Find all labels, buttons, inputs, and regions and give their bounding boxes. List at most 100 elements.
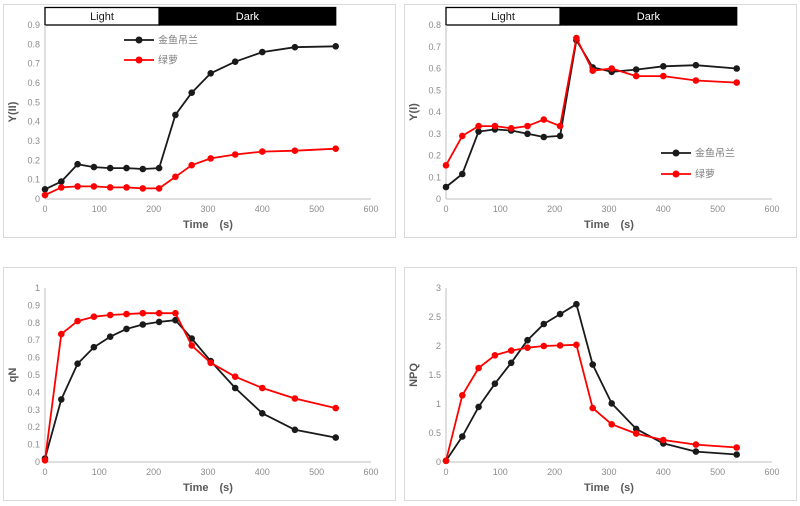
- y-tick-label: 0.3: [27, 136, 40, 146]
- dark-phase-bar: [158, 6, 337, 26]
- legend-item: 金鱼吊兰: [124, 34, 198, 47]
- data-point: [524, 130, 531, 138]
- data-point: [692, 77, 700, 84]
- chart-panel-yi: Light Dark 0 0.1 0.2 0.3 0.4 0.5 0.6 0.7 0.8 0 100 20…: [404, 4, 797, 238]
- data-point: [332, 145, 340, 152]
- data-point: [231, 58, 239, 65]
- legend-marker-dot: [672, 170, 680, 178]
- series-line-1: [44, 147, 336, 196]
- x-tick-label: 400: [656, 467, 671, 477]
- x-tick-label: 500: [309, 204, 324, 214]
- y-tick-label: 0: [35, 457, 40, 467]
- y-tick-label: 0.8: [27, 39, 40, 49]
- x-tick-label: 400: [656, 204, 671, 214]
- chart-panel-npq: 0 0.5 1 1.5 2 2.5 3 0 100 200 300 400 500 600 Time (s)…: [404, 267, 797, 501]
- data-point: [475, 122, 482, 130]
- x-tick-label: 0: [443, 467, 448, 477]
- y-tick-label: 0.4: [428, 107, 441, 117]
- legend-label: 金鱼吊兰: [695, 147, 735, 160]
- data-point: [556, 122, 564, 130]
- data-point: [291, 426, 299, 434]
- y-tick-label: 0: [436, 194, 441, 204]
- data-point: [589, 404, 596, 412]
- y-tick-label: 0.9: [27, 20, 40, 30]
- data-point: [259, 384, 266, 392]
- x-axis-title: Time (s): [584, 482, 634, 494]
- data-point: [231, 151, 239, 158]
- y-tick-label: 0.8: [27, 318, 40, 328]
- y-tick-label: 0.6: [428, 64, 441, 74]
- data-point: [259, 410, 266, 417]
- dark-phase-bar: [559, 6, 738, 26]
- data-point: [332, 404, 340, 412]
- data-point: [475, 364, 482, 372]
- data-point: [573, 341, 580, 349]
- series-line-0: [445, 39, 737, 188]
- data-point: [231, 373, 239, 380]
- x-tick-label: 300: [601, 204, 616, 214]
- y-tick-label: 1: [35, 283, 40, 293]
- data-point: [540, 116, 548, 123]
- data-point: [90, 343, 98, 351]
- y-tick-label: 0.6: [27, 353, 40, 363]
- data-point: [589, 361, 596, 368]
- data-point: [231, 384, 239, 392]
- data-point: [41, 457, 49, 464]
- y-tick-label: 0.8: [428, 20, 441, 30]
- x-tick-label: 200: [547, 204, 562, 214]
- x-tick-label: 300: [601, 467, 616, 477]
- x-tick-label: 0: [42, 467, 47, 477]
- data-point: [475, 403, 482, 411]
- data-point: [608, 400, 615, 407]
- x-tick-label: 200: [146, 204, 161, 214]
- light-phase-label: Light: [491, 11, 515, 23]
- data-point: [573, 34, 580, 42]
- y-axis-title: NPQ: [408, 363, 420, 387]
- dark-phase-label: Dark: [637, 11, 661, 23]
- legend-item: 绿萝: [661, 168, 715, 181]
- y-tick-label: 0.5: [27, 370, 40, 380]
- data-point: [692, 441, 700, 448]
- data-point: [660, 63, 667, 70]
- x-tick-label: 100: [493, 467, 508, 477]
- data-point: [507, 359, 515, 367]
- y-tick-label: 0.5: [428, 428, 441, 438]
- x-axis-title: Time (s): [584, 219, 634, 231]
- y-tick-label: 0.7: [27, 335, 40, 345]
- legend-label: 绿萝: [158, 54, 178, 67]
- data-point: [556, 342, 564, 349]
- y-tick-label: 0.7: [27, 59, 40, 69]
- legend-marker-dot: [135, 36, 143, 44]
- data-point: [155, 185, 163, 192]
- x-tick-label: 400: [255, 204, 270, 214]
- y-tick-label: 0.1: [27, 175, 40, 185]
- data-point: [139, 321, 147, 328]
- y-tick-label: 0.6: [27, 78, 40, 88]
- x-axis-title: Time (s): [183, 219, 233, 231]
- chart-qn: 0 0.1 0.2 0.3 0.4 0.5 0.6 0.7 0.8 0.9 1 0 100 200 300 4…: [7, 283, 379, 494]
- y-tick-label: 1.5: [428, 370, 441, 380]
- data-point: [58, 330, 65, 338]
- data-point: [524, 122, 531, 130]
- data-point: [660, 72, 667, 80]
- data-point: [660, 436, 667, 444]
- x-tick-label: 600: [363, 467, 378, 477]
- data-point: [90, 183, 98, 190]
- data-point: [733, 65, 740, 72]
- y-tick-label: 3: [436, 283, 441, 293]
- data-point: [524, 344, 531, 351]
- chart-yii: Light Dark 0 0.1 0.2 0.3 0.4 0.5 0.6 0.7 0.8 0.9 0 10…: [7, 6, 379, 231]
- x-tick-label: 600: [363, 204, 378, 214]
- data-point: [556, 132, 564, 140]
- y-tick-label: 0.9: [27, 300, 40, 310]
- y-tick-label: 0.2: [27, 155, 40, 165]
- x-tick-label: 200: [547, 467, 562, 477]
- x-tick-label: 100: [92, 467, 107, 477]
- y-tick-label: 0.4: [27, 387, 40, 397]
- data-point: [459, 433, 466, 440]
- data-point: [589, 67, 596, 74]
- y-axis-title: Y(I): [408, 103, 420, 121]
- x-tick-label: 100: [493, 204, 508, 214]
- data-point: [442, 162, 450, 169]
- legend-label: 金鱼吊兰: [158, 34, 198, 47]
